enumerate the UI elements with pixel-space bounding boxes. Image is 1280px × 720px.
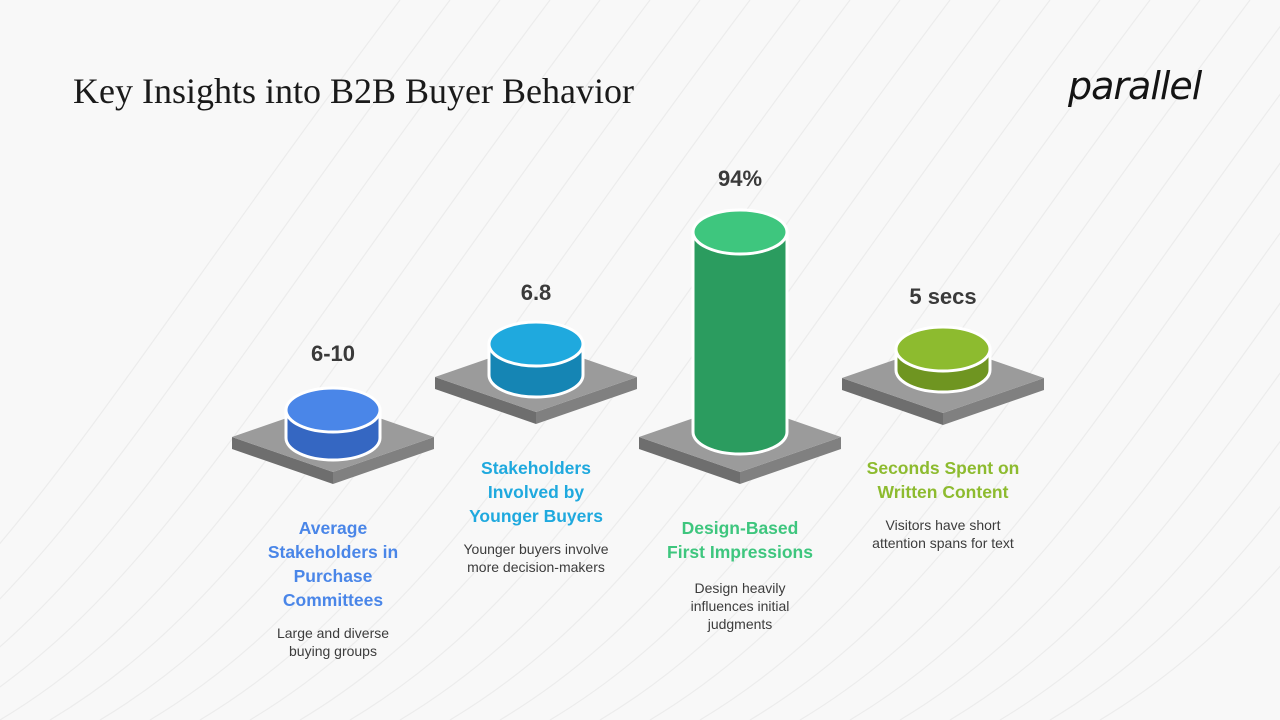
stat-heading-line: Committees	[282, 590, 384, 610]
platform-side-right	[333, 437, 434, 484]
stat-description-line: buying groups	[289, 643, 377, 659]
stat-heading-line: Design-Based	[681, 518, 799, 538]
stat-heading-line: Seconds Spent on	[866, 458, 1020, 478]
stat-description: Large and diverse buying groups	[233, 624, 433, 660]
stat-column	[435, 320, 637, 424]
stat-value: 6-10	[310, 341, 356, 366]
stat-heading-line: Stakeholders in	[267, 542, 399, 562]
platform-side-left	[639, 437, 740, 484]
stat-description: Visitors have short attention spans for t…	[843, 516, 1043, 552]
stat-heading-line: Written Content	[877, 482, 1009, 502]
stat-heading-line: Involved by	[487, 482, 585, 502]
stat-heading: Seconds Spent on Written Content	[843, 456, 1043, 504]
platform-side-right	[943, 378, 1044, 425]
platform-side-right	[536, 377, 637, 424]
stat-description-line: Large and diverse	[276, 625, 390, 641]
stat-heading-line: Stakeholders	[481, 458, 591, 478]
stat-heading: Stakeholders Involved by Younger Buyers	[436, 456, 636, 528]
stat-column	[639, 208, 841, 484]
cylinder-top	[284, 386, 382, 434]
stat-value: 5 secs	[909, 284, 977, 309]
stat-column	[842, 325, 1044, 425]
page-title: Key Insights into B2B Buyer Behavior	[73, 71, 634, 111]
platform-side-right	[740, 437, 841, 484]
stat-value: 94%	[717, 166, 763, 191]
stat-heading: Average Stakeholders in Purchase Committees	[233, 516, 433, 612]
stat-description-line: Visitors have short	[885, 517, 1001, 533]
stat-description-line: more decision-makers	[467, 559, 605, 575]
stat-heading-line: Purchase	[293, 566, 373, 586]
platform-side-left	[435, 377, 536, 424]
logo: parallel	[1068, 64, 1202, 108]
stat-description-line: influences initial	[690, 598, 790, 614]
stat-heading-line: Average	[298, 518, 368, 538]
platform-side-left	[232, 437, 333, 484]
stat-heading-line: Younger Buyers	[469, 506, 603, 526]
platform-side-left	[842, 378, 943, 425]
cylinder-top	[691, 208, 789, 256]
stat-description-line: attention spans for text	[872, 535, 1014, 551]
stat-description: Design heavily influences initial judgment…	[640, 579, 840, 633]
stat-value: 6.8	[520, 280, 552, 305]
stat-column	[232, 386, 434, 484]
stat-description-line: Younger buyers involve	[463, 541, 609, 557]
stat-description-line: Design heavily	[694, 580, 786, 596]
stat-description: Younger buyers involve more decision-make…	[436, 540, 636, 576]
stat-heading-line: First Impressions	[667, 542, 813, 562]
cylinder-top	[894, 325, 992, 373]
stat-heading: Design-Based First Impressions	[640, 516, 840, 564]
cylinder-body	[691, 230, 789, 456]
cylinder-top	[487, 320, 585, 368]
stat-description-line: judgments	[707, 616, 773, 632]
